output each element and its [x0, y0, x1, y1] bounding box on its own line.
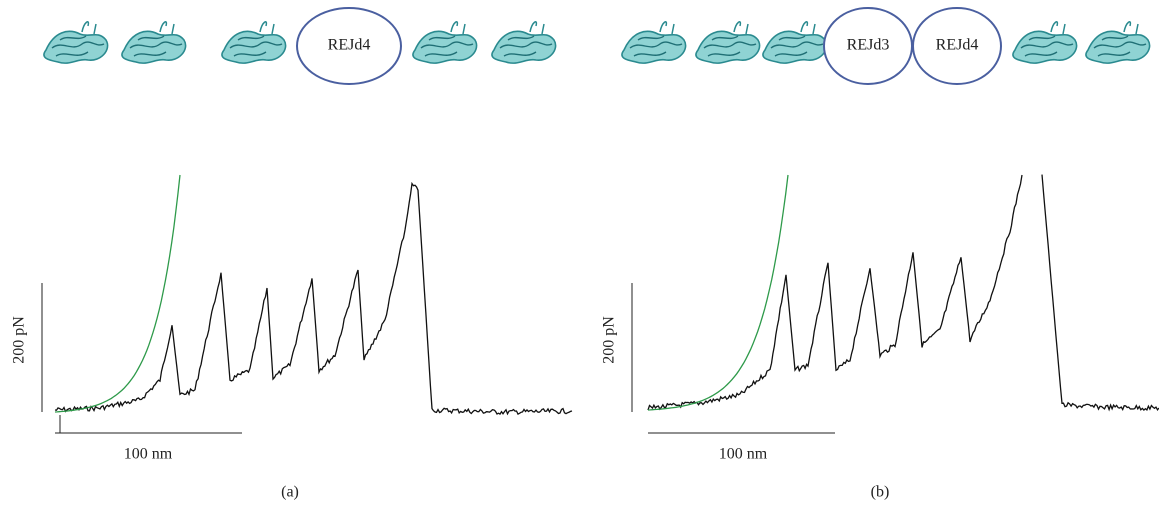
panel-b: REJd3 REJd4 200 pN 100 nm (b)	[601, 7, 1151, 501]
protein-domain	[491, 20, 557, 64]
protein-domain	[1012, 20, 1078, 64]
protein-domain	[221, 20, 287, 64]
force-trace	[54, 181, 573, 416]
protein-domain	[412, 20, 478, 64]
force-scale-label: 200 pN	[601, 316, 618, 364]
distance-scale-label: 100 nm	[719, 446, 768, 463]
protein-domain	[1085, 20, 1151, 64]
wlc-fit	[54, 174, 181, 413]
protein-domain	[43, 20, 109, 64]
protein-domain	[621, 20, 687, 64]
domain-ellipse	[296, 7, 402, 85]
protein-domain	[695, 20, 761, 64]
panel-a: REJd4 200 pN 100 nm (a)	[11, 7, 557, 501]
protein-domain	[121, 20, 187, 64]
force-trace	[647, 174, 1023, 411]
wlc-fit	[647, 174, 789, 411]
force-trace	[1041, 174, 1159, 412]
domain-label: REJd3	[847, 37, 890, 54]
force-scale-label: 200 pN	[11, 316, 28, 364]
distance-scale-label: 100 nm	[124, 446, 173, 463]
domain-label: REJd4	[328, 37, 371, 54]
protein-domain	[762, 20, 828, 64]
panel-label: (a)	[281, 484, 299, 501]
panel-label: (b)	[871, 484, 890, 501]
domain-ellipse	[912, 7, 1002, 85]
domain-label: REJd4	[936, 37, 979, 54]
